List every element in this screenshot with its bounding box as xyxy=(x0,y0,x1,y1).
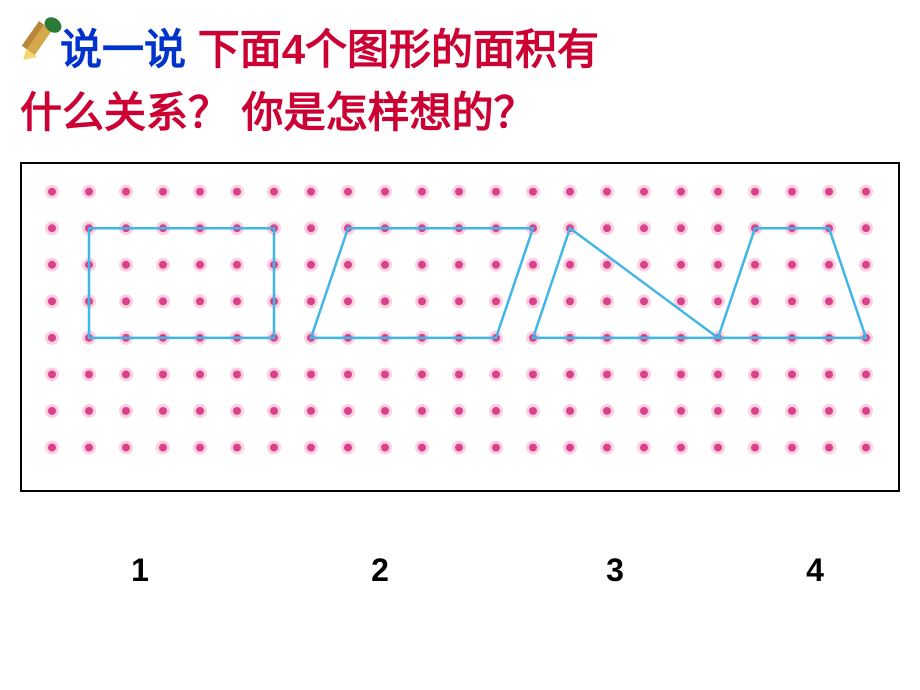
title-prefix: 说一说 xyxy=(60,26,186,73)
shape-label-4: 4 xyxy=(730,552,900,589)
title-block: 说一说 下面4个图形的面积有 什么关系？ 你是怎样想的？ xyxy=(0,0,920,154)
dot-grid-area xyxy=(20,162,900,492)
title-line-1: 说一说 下面4个图形的面积有 xyxy=(60,18,900,81)
pencil-icon xyxy=(15,15,70,75)
title-line-2: 什么关系？ 你是怎样想的？ xyxy=(20,81,900,144)
labels-row: 1 2 3 4 xyxy=(0,552,920,589)
title-q1: 下面4个图形的面积有 xyxy=(198,26,599,73)
shape-label-3: 3 xyxy=(500,552,730,589)
shape-label-1: 1 xyxy=(20,552,260,589)
shape-label-2: 2 xyxy=(260,552,500,589)
grid-svg xyxy=(22,164,898,490)
